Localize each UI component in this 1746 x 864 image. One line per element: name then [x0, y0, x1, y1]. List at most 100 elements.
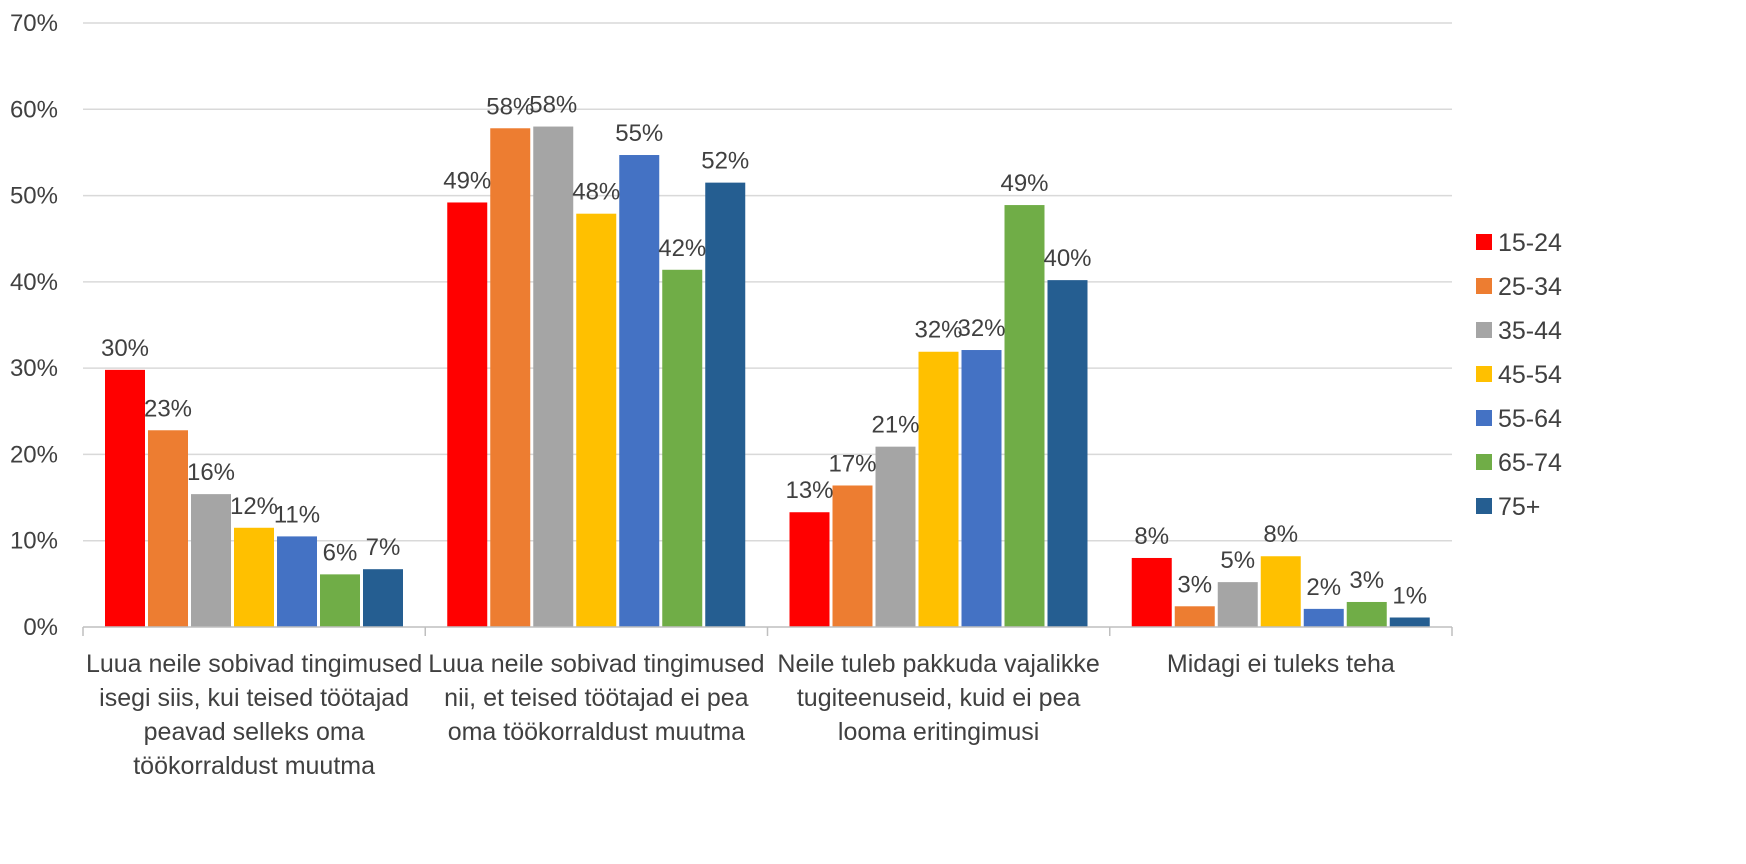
data-label: 3%	[1349, 567, 1384, 594]
legend-swatch	[1476, 498, 1492, 514]
bar-35-44-cat-1	[191, 494, 231, 627]
x-category-label-line: peavad selleks oma	[144, 718, 365, 746]
y-tick-label: 40%	[10, 269, 58, 296]
bar-25-34-cat-4	[1174, 606, 1215, 627]
legend-label: 25-34	[1498, 273, 1562, 301]
legend-label: 55-64	[1498, 405, 1562, 433]
bar-65-74-cat-1	[320, 574, 360, 627]
bar-35-44-cat-2	[533, 126, 574, 628]
x-category-label-line: töökorraldust muutma	[133, 752, 375, 780]
data-label: 23%	[144, 395, 192, 422]
y-tick-label: 60%	[10, 96, 58, 123]
x-category-label-line: Neile tuleb pakkuda vajalikke	[777, 650, 1099, 678]
bar-25-34-cat-2	[490, 128, 531, 628]
legend-swatch	[1476, 278, 1492, 294]
legend-swatch	[1476, 234, 1492, 250]
x-category-label-line: tugiteenuseid, kuid ei pea	[797, 684, 1081, 712]
bar-35-44-cat-4	[1217, 582, 1258, 627]
bar-45-54-cat-4	[1260, 556, 1301, 627]
bar-15-24-cat-2	[447, 202, 488, 627]
legend-swatch	[1476, 410, 1492, 426]
y-tick-label: 10%	[10, 528, 58, 555]
bar-45-54-cat-3	[918, 351, 959, 627]
bar-55-64-cat-4	[1303, 608, 1344, 627]
data-label: 3%	[1177, 571, 1212, 598]
data-label: 48%	[572, 179, 620, 206]
x-category-label: Midagi ei tuleks teha	[1167, 650, 1395, 678]
bar-75+-cat-1	[363, 569, 403, 627]
x-category-label-line: oma töökorraldust muutma	[448, 718, 745, 746]
x-category-label-line: Luua neile sobivad tingimused	[428, 650, 764, 678]
legend-label: 65-74	[1498, 449, 1562, 477]
data-label: 12%	[230, 493, 278, 520]
data-label: 16%	[187, 459, 235, 486]
x-category-label: Luua neile sobivad tingimused isegi siis,…	[86, 650, 422, 780]
data-label: 2%	[1306, 574, 1341, 601]
data-label: 42%	[658, 235, 706, 262]
data-label: 1%	[1392, 583, 1427, 610]
data-label: 5%	[1220, 547, 1255, 574]
data-label: 6%	[323, 539, 358, 566]
x-axis: Luua neile sobivad tingimused isegi siis,…	[82, 626, 1453, 780]
data-label: 11%	[274, 501, 320, 528]
y-tick-label: 50%	[10, 183, 58, 210]
bar-35-44-cat-3	[875, 446, 916, 627]
data-label: 58%	[529, 92, 577, 119]
bar-15-24-cat-4	[1131, 557, 1172, 627]
bar-15-24-cat-3	[789, 512, 830, 627]
legend-swatch	[1476, 454, 1492, 470]
bars	[105, 126, 1430, 628]
x-category-label-line: nii, et teised töötajad ei pea	[444, 684, 748, 712]
x-category-label-line: Midagi ei tuleks teha	[1167, 650, 1395, 678]
y-tick-label: 0%	[23, 614, 58, 641]
bar-25-34-cat-3	[832, 485, 873, 627]
data-labels: 30% 23% 16% 12%11%6% 7% 49% 58%58% 48% 55% 42% 52%…	[101, 92, 1427, 610]
legend-label: 75+	[1498, 493, 1540, 521]
bar-25-34-cat-1	[148, 430, 188, 627]
x-category-label: Neile tuleb pakkuda vajalikke tugiteenuse…	[777, 650, 1099, 746]
legend-label: 35-44	[1498, 317, 1562, 345]
bar-55-64-cat-3	[961, 350, 1002, 627]
data-label: 8%	[1263, 521, 1298, 548]
x-category-label-line: Luua neile sobivad tingimused	[86, 650, 422, 678]
bar-75+-cat-3	[1047, 280, 1088, 627]
bar-15-24-cat-1	[105, 369, 145, 627]
legend: 15-24 25-34 35-44 45-54 55-64 65-74 75+	[1476, 229, 1562, 521]
data-label: 13%	[785, 477, 833, 504]
y-axis: 0% 10% 20% 30% 40% 50% 60% 70%	[10, 10, 58, 641]
bar-65-74-cat-2	[662, 269, 703, 627]
x-category-label-line: isegi siis, kui teised töötajad	[99, 684, 409, 712]
legend-swatch	[1476, 322, 1492, 338]
data-label: 8%	[1134, 523, 1169, 550]
data-label: 17%	[828, 450, 876, 477]
bar-65-74-cat-3	[1004, 205, 1045, 627]
x-category-label-line: looma eritingimusi	[838, 718, 1039, 746]
gridlines	[83, 22, 1452, 542]
legend-label: 15-24	[1498, 229, 1562, 257]
bar-55-64-cat-2	[619, 155, 660, 627]
bar-45-54-cat-2	[576, 213, 617, 628]
bar-75+-cat-4	[1389, 617, 1430, 627]
data-label: 30%	[101, 335, 149, 362]
data-label: 40%	[1043, 245, 1091, 272]
y-tick-label: 20%	[10, 441, 58, 468]
data-label: 21%	[871, 412, 919, 439]
bar-65-74-cat-4	[1346, 601, 1387, 627]
data-label: 55%	[615, 120, 663, 147]
data-label: 32%	[914, 317, 962, 344]
legend-swatch	[1476, 366, 1492, 382]
bar-75+-cat-2	[705, 182, 746, 627]
data-label: 32%	[957, 315, 1005, 342]
x-category-label: Luua neile sobivad tingimused nii, et tei…	[428, 650, 764, 746]
bar-45-54-cat-1	[234, 527, 274, 627]
data-label: 49%	[1000, 170, 1048, 197]
data-label: 58%	[486, 93, 534, 120]
data-label: 7%	[366, 534, 401, 561]
bar-55-64-cat-1	[277, 536, 317, 627]
y-tick-label: 30%	[10, 355, 58, 382]
legend-label: 45-54	[1498, 361, 1562, 389]
data-label: 52%	[701, 148, 749, 175]
data-label: 49%	[443, 167, 491, 194]
y-tick-label: 70%	[10, 10, 58, 37]
